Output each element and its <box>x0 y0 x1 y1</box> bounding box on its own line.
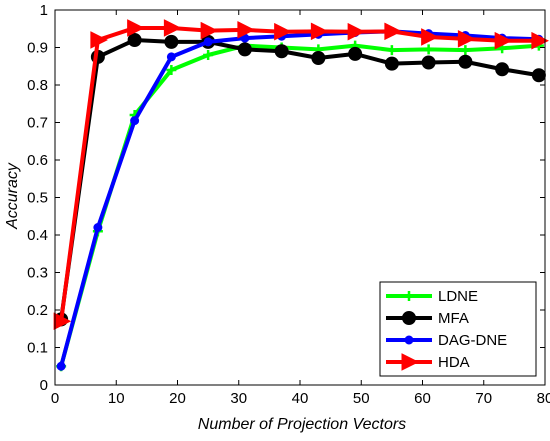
y-tick-label: 0.2 <box>27 302 48 319</box>
data-point-hda <box>163 19 182 37</box>
legend-label: DAG-DNE <box>438 332 507 349</box>
data-point-hda <box>200 21 219 40</box>
series-line-mfa <box>59 38 541 322</box>
y-tick-label: 0.6 <box>27 152 48 169</box>
data-point-hda <box>347 22 366 41</box>
data-point-dag-dne <box>93 223 103 232</box>
legend-label: HDA <box>438 354 470 371</box>
y-tick-label: 0.1 <box>27 340 48 357</box>
series-hda <box>53 19 549 331</box>
x-axis-label: Number of Projection Vectors <box>198 416 406 433</box>
legend: LDNE MFA DAG-DNE HDA <box>379 281 537 377</box>
data-point-hda <box>127 19 145 37</box>
data-point-mfa <box>384 56 399 71</box>
data-point-mfa <box>421 55 436 70</box>
legend-label: MFA <box>438 310 469 327</box>
data-point-mfa <box>164 34 179 49</box>
legend-swatch-marker <box>402 311 416 325</box>
data-point-dag-dne <box>130 116 140 126</box>
data-point-hda <box>237 21 255 39</box>
y-tick-label: 0.4 <box>27 227 48 244</box>
series-line-hda <box>59 26 541 324</box>
x-tick-label: 10 <box>108 390 125 407</box>
data-point-hda <box>384 22 402 41</box>
data-point-dag-dne <box>56 361 66 371</box>
data-point-hda <box>421 28 439 46</box>
y-tick-label: 0 <box>40 377 48 394</box>
plot-area <box>53 19 549 372</box>
y-tick-label: 1 <box>40 2 48 19</box>
data-point-mfa <box>458 54 473 69</box>
data-point-mfa <box>348 46 363 61</box>
y-tick-label: 0.9 <box>27 40 48 57</box>
y-tick-label: 0.5 <box>27 190 48 207</box>
legend-item-hda: HDA <box>386 353 470 371</box>
axes: 0 10 20 30 40 50 60 70 80 0 0.1 0.2 0.3 0.4 0.5 0.6 0.7 0… <box>27 2 550 407</box>
legend-swatch-marker <box>404 291 414 301</box>
x-tick-label: 60 <box>414 390 431 407</box>
data-point-hda <box>274 22 292 41</box>
data-point-mfa <box>274 44 289 59</box>
data-point-ldne <box>460 45 471 56</box>
data-point-hda <box>310 22 329 41</box>
data-point-mfa <box>495 62 510 77</box>
legend-label: LDNE <box>438 288 478 305</box>
x-tick-label: 20 <box>169 390 186 407</box>
data-point-mfa <box>237 42 252 57</box>
data-point-ldne <box>423 44 434 55</box>
data-point-dag-dne <box>166 52 176 62</box>
data-point-hda <box>494 31 513 50</box>
legend-swatch-marker <box>401 353 420 371</box>
data-point-hda <box>531 31 549 50</box>
x-tick-label: 70 <box>475 390 492 407</box>
y-tick-label: 0.7 <box>27 115 48 132</box>
data-point-mfa <box>127 33 142 47</box>
x-tick-label: 50 <box>353 390 370 407</box>
data-point-dag-dne <box>203 37 213 47</box>
data-point-mfa <box>311 51 326 65</box>
y-tick-label: 0.8 <box>27 77 48 94</box>
y-axis-label: Accuracy <box>4 162 21 230</box>
legend-item-dag-dne: DAG-DNE <box>386 332 507 349</box>
legend-item-ldne: LDNE <box>386 288 478 305</box>
x-tick-label: 40 <box>292 390 309 407</box>
legend-item-mfa: MFA <box>386 310 469 327</box>
x-tick-label: 0 <box>51 390 59 407</box>
x-tick-label: 80 <box>537 390 550 407</box>
data-point-ldne <box>203 50 214 60</box>
data-point-ldne <box>386 45 397 56</box>
data-point-hda <box>53 312 72 331</box>
legend-swatch-marker <box>404 335 414 345</box>
data-point-mfa <box>531 68 546 83</box>
x-tick-label: 30 <box>230 390 247 407</box>
data-point-hda <box>90 31 108 49</box>
data-point-hda <box>457 30 476 48</box>
y-tick-label: 0.3 <box>27 265 48 282</box>
data-point-ldne <box>166 65 177 75</box>
